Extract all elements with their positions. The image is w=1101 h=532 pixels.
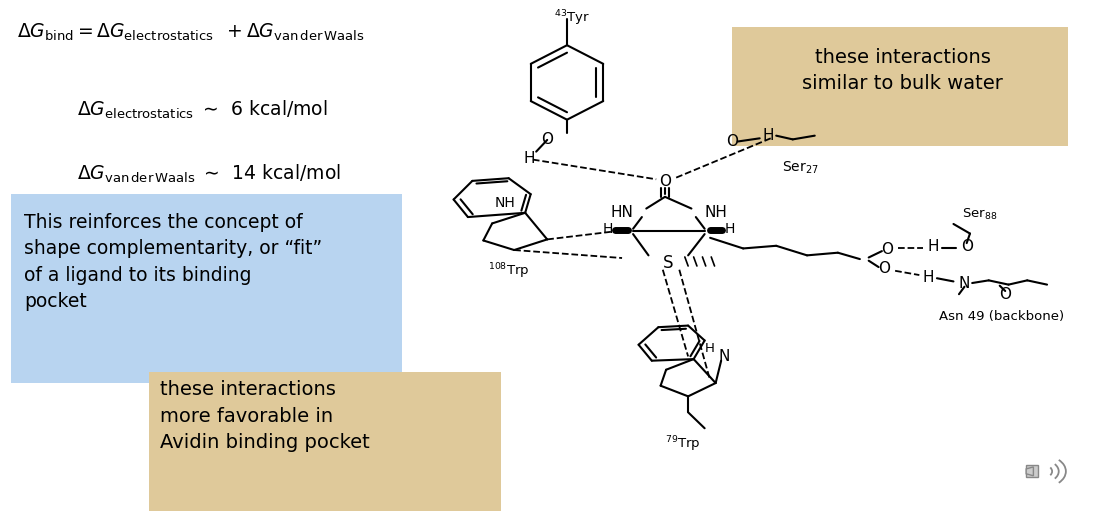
Text: O: O (659, 174, 671, 189)
Text: NH: NH (705, 205, 728, 220)
Text: H: H (928, 239, 939, 254)
Text: O: O (542, 132, 553, 147)
Polygon shape (1026, 467, 1034, 476)
Text: O: O (882, 242, 893, 257)
Text: O: O (961, 239, 972, 254)
Text: O: O (879, 261, 890, 276)
Text: $\Delta G_{\mathrm{bind}} = \Delta G_{\mathrm{electrostatics}}\;\; + \Delta G_{\: $\Delta G_{\mathrm{bind}} = \Delta G_{\m… (17, 21, 364, 43)
Bar (1026, 466, 1038, 477)
Text: NH: NH (495, 196, 515, 210)
Text: H: H (923, 270, 934, 285)
Text: $^{108}$Trp: $^{108}$Trp (488, 262, 530, 281)
FancyBboxPatch shape (732, 27, 1068, 146)
FancyBboxPatch shape (11, 194, 402, 383)
Text: $^{43}$Tyr: $^{43}$Tyr (554, 8, 589, 28)
Text: N: N (719, 349, 730, 364)
Text: This reinforces the concept of
shape complementarity, or “fit”
of a ligand to it: This reinforces the concept of shape com… (24, 213, 323, 311)
Text: Ser$_{88}$: Ser$_{88}$ (962, 207, 998, 222)
Text: N: N (959, 276, 970, 290)
Text: $\Delta G_{\mathrm{electrostatics}}\;\sim\,$ 6 kcal/mol: $\Delta G_{\mathrm{electrostatics}}\;\si… (77, 98, 328, 121)
Text: HN: HN (610, 205, 633, 220)
Text: H: H (706, 342, 715, 355)
Text: O: O (727, 134, 738, 149)
Text: $\Delta G_{\mathrm{van\,der\,Waals}}\;\sim\,$ 14 kcal/mol: $\Delta G_{\mathrm{van\,der\,Waals}}\;\s… (77, 162, 341, 185)
Text: O: O (1000, 287, 1011, 302)
Text: $^{79}$Trp: $^{79}$Trp (665, 435, 700, 454)
Text: these interactions
similar to bulk water: these interactions similar to bulk water (803, 48, 1003, 94)
FancyBboxPatch shape (149, 372, 501, 511)
Text: H: H (763, 128, 774, 143)
Text: H: H (524, 151, 535, 165)
Text: S: S (663, 254, 674, 272)
Text: H: H (603, 222, 613, 236)
Text: H: H (724, 222, 734, 236)
Text: these interactions
more favorable in
Avidin binding pocket: these interactions more favorable in Avi… (160, 380, 370, 452)
Text: Ser$_{27}$: Ser$_{27}$ (782, 160, 818, 176)
Text: Asn 49 (backbone): Asn 49 (backbone) (939, 310, 1065, 323)
